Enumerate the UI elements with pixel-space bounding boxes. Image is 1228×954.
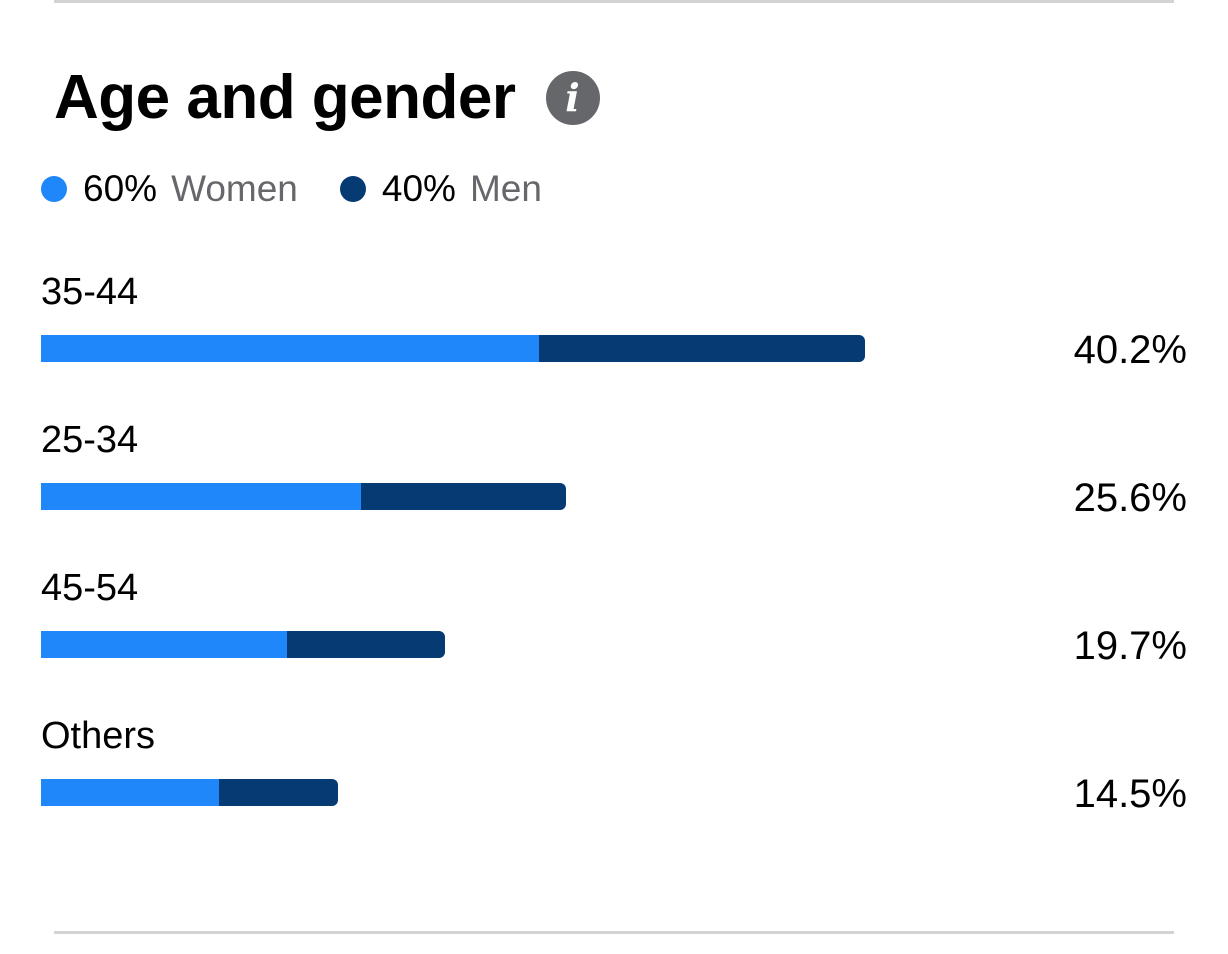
section-title: Age and gender [54,63,516,132]
info-icon[interactable]: i [545,71,600,125]
age-label: 35-44 [41,271,139,313]
age-row: Others 14.5% [41,706,1191,854]
bar-segment-women [41,335,540,362]
bottom-divider [54,931,1174,934]
age-percentage: 40.2% [1073,328,1187,372]
bar-segment-women [41,483,361,510]
legend-name-men: Men [469,168,542,209]
legend-item-women: 60% Women [41,168,298,210]
stacked-bar [41,631,445,658]
bar-track [41,335,931,362]
age-bar-chart: 35-44 40.2% 25-34 25.6% 45-54 19.7% Others 14.5… [41,262,1191,854]
bar-segment-men [219,779,339,806]
age-label: Others [41,715,156,757]
age-label: 25-34 [41,419,139,461]
chart-legend: 60% Women 40% Men [41,166,584,212]
age-percentage: 14.5% [1073,772,1187,816]
bar-track [41,483,931,510]
bar-segment-men [360,483,566,510]
top-divider [54,0,1174,3]
bar-segment-women [41,779,220,806]
age-label: 45-54 [41,567,139,609]
age-row: 45-54 19.7% [41,558,1191,706]
legend-name-women: Women [171,168,298,209]
age-row: 25-34 25.6% [41,410,1191,558]
bar-segment-men [287,631,445,658]
legend-item-men: 40% Men [339,168,542,210]
legend-dot-men [339,176,366,202]
legend-pct-women: 60% [83,168,158,209]
bar-track [41,779,931,806]
bar-segment-men [539,335,866,362]
legend-dot-women [41,176,67,202]
age-percentage: 25.6% [1073,476,1187,520]
bar-segment-women [41,631,288,658]
section-header: Age and gender i [54,58,600,138]
stacked-bar [41,779,339,806]
bar-track [41,631,931,658]
legend-pct-men: 40% [381,168,456,209]
age-percentage: 19.7% [1073,624,1187,668]
age-row: 35-44 40.2% [41,262,1191,410]
stacked-bar [41,335,866,362]
stacked-bar [41,483,566,510]
